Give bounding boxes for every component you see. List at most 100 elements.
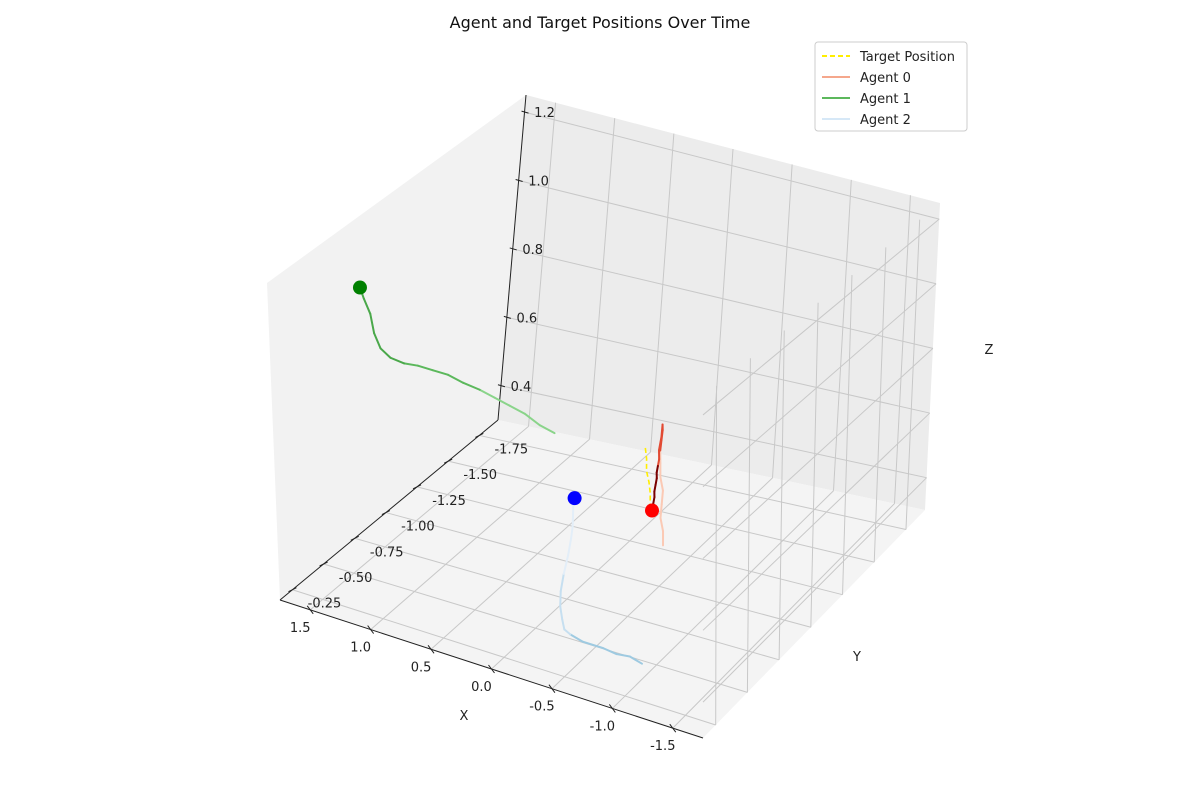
agent-2-end-marker [567,491,582,506]
y-tick-mark [443,458,453,464]
agent-0-segment [655,464,659,474]
grid-line-y-floor [292,589,716,726]
legend-frame [814,41,968,132]
tick-labels: -1.5 -1.0 -0.5 0.0 0.5 1.0 1.5 -1.75 -1.50 -1.25 -… [288,106,677,754]
agent-1-segment [508,404,526,415]
x-axis-label: X [460,709,469,724]
agent-1-segment [403,362,419,367]
agent-1-segment [432,369,450,376]
agent-2-segment [562,554,570,575]
y-tick-label: -1.00 [401,520,435,535]
grid-line-z-left [702,348,934,559]
z-tick-label: 1.0 [528,175,549,190]
z-tick-mark [521,110,529,114]
legend: Target Position Agent 0 Agent 1 Agent 2 [814,41,968,132]
grid-line-x-floor [551,477,773,690]
grid-line-z-back [512,248,934,349]
grid-lines [292,102,940,729]
agent-0-segment [654,477,658,486]
grid-line-x-back [772,164,793,478]
z-tick-label: 0.4 [511,380,532,395]
grid-line-x-back [528,102,557,427]
y-tick-label: -1.50 [463,468,497,483]
agent-1-segment [379,347,392,359]
grid-line-z-left [702,283,937,488]
agent-1-segment [538,424,556,435]
agent-1-segment [362,297,372,315]
grid-line-x-floor [370,438,590,630]
z-tick-mark [515,179,523,183]
agent-1-series [352,280,556,435]
grid-line-y-floor [354,537,780,661]
grid-line-z-back [500,385,927,479]
agent-2-segment [559,590,562,608]
grid-line-z-back [524,111,940,220]
agent-0-segment [660,489,664,506]
y-tick-mark [350,535,359,541]
agent-1-segment [389,356,406,365]
x-tick-label: -1.0 [590,719,615,734]
grid-line-z-left [702,477,927,703]
agent-0-series [645,423,665,547]
chart-title: Agent and Target Positions Over Time [450,13,751,32]
x-tick-label: 1.0 [350,641,371,656]
grid-line-z-left [702,218,940,416]
x-tick-mark [367,625,375,634]
z-tick-mark [503,315,511,319]
agent-2-segment [559,605,564,621]
x-tick-mark [608,704,616,713]
x-tick-label: 0.5 [411,660,432,675]
grid-line-y-floor [385,512,811,628]
agent-2-segment [559,572,565,593]
y-tick-label: -0.75 [370,545,404,560]
agent-1-segment [523,412,541,427]
x-tick-mark [669,723,677,733]
z-tick-label: 1.2 [534,106,555,121]
agent-2-segment [561,618,566,631]
agent-2-segment [567,537,573,557]
grid-line-x-back [833,179,852,491]
z-tick-label: 0.6 [516,311,537,326]
agent-1-segment [447,373,465,384]
y-tick-label: -0.50 [339,571,373,586]
agent-2-segment [569,633,584,643]
legend-label-target-position: Target Position [859,50,955,65]
agent-0-segment [659,476,664,492]
x-tick-label: -1.5 [650,739,675,754]
agent-1-segment [493,396,511,407]
agent-2-segment [570,525,574,540]
grid-line-x-back [650,133,675,453]
grid-line-x-floor [672,503,895,729]
agent-0-segment [658,435,663,452]
agent-1-segment [416,364,435,372]
z-tick-mark [497,384,506,388]
grid-line-y-left [905,219,921,530]
agent-0-segment [656,458,661,467]
x-tick-mark [306,605,314,615]
grid-line-y-left [715,385,718,725]
agent-2-segment [581,640,605,650]
z-axis-label: Z [985,343,994,358]
x-tick-label: 1.5 [290,621,311,636]
grid-line-y-floor [416,486,843,596]
agent-2-segment [563,628,572,636]
grid-line-x-floor [430,451,651,650]
agent-1-segment [478,388,496,399]
grid-line-x-floor [612,490,834,709]
series-layer [352,280,665,665]
z-axis-line [497,94,527,421]
y-tick-label: -1.75 [494,442,528,457]
agent-0-segment [652,496,656,505]
y-tick-mark [319,561,328,567]
agent-0-end-marker [645,503,660,518]
agent-0-segment [659,516,665,533]
agent-2-segment [628,655,643,665]
legend-label-agent-2: Agent 2 [860,113,911,128]
grid-line-z-back [506,316,930,414]
grid-line-y-left [810,302,819,628]
agent-1-end-marker [352,280,367,295]
x-tick-label: -0.5 [529,700,554,715]
y-axis-line [279,419,499,601]
agent-1-segment [369,312,376,335]
